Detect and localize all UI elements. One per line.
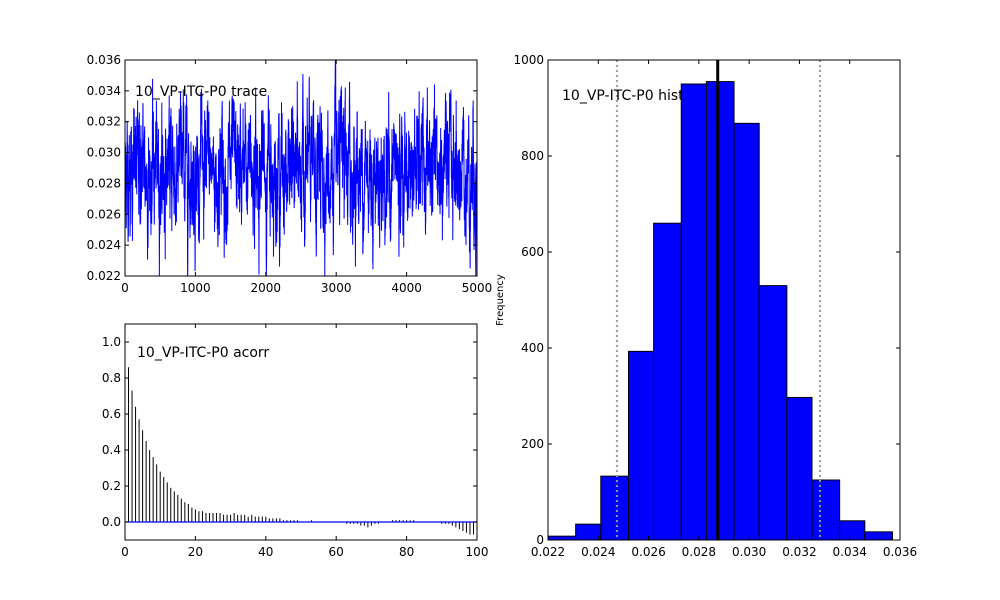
hist-bar xyxy=(653,222,682,541)
acorr-x-tick-label: 0 xyxy=(121,545,129,559)
trace-x-tick-label: 5000 xyxy=(462,281,493,295)
hist-bar xyxy=(680,83,707,541)
trace-series-line xyxy=(124,59,478,277)
hist-frame xyxy=(547,59,901,541)
hist-bar xyxy=(839,520,866,541)
hist-y-tick-label: 600 xyxy=(521,245,544,259)
trace-frame xyxy=(124,59,478,277)
hist-reference-lines xyxy=(615,60,822,540)
trace-y-tick-label: 0.032 xyxy=(87,115,121,129)
trace-y-tick-label: 0.028 xyxy=(87,176,121,190)
hist-x-tick-label: 0.034 xyxy=(833,545,867,559)
hist-x-tick-label: 0.022 xyxy=(531,545,565,559)
hist-bar xyxy=(575,523,602,541)
acorr-y-tick-label: 0.0 xyxy=(102,515,121,529)
acorr-y-tick-label: 1.0 xyxy=(102,335,121,349)
hist-x-tick-label: 0.028 xyxy=(682,545,716,559)
trace-axes: 0 1000 2000 3000 4000 5000 0.022 0.024 0.026 0.02… xyxy=(87,53,493,295)
acorr-y-tick-label: 0.8 xyxy=(102,371,121,385)
hist-y-tick-label: 200 xyxy=(521,437,544,451)
hist-bar xyxy=(733,122,760,541)
hist-bar xyxy=(758,285,788,541)
hist-x-tick-label: 0.032 xyxy=(782,545,816,559)
hist-axes: 0.022 0.024 0.026 0.028 0.030 0.032 0.034 0.036… xyxy=(513,53,917,559)
trace-line xyxy=(124,59,478,277)
trace-y-tick-label: 0.024 xyxy=(87,238,121,252)
hist-bar xyxy=(811,479,841,541)
hist-panel: 0.022 0.024 0.026 0.028 0.030 0.032 0.034 0.036… xyxy=(495,53,917,559)
trace-panel: 0 1000 2000 3000 4000 5000 0.022 0.024 0.026 0.02… xyxy=(87,53,493,295)
trace-x-tick-label: 3000 xyxy=(321,281,352,295)
acorr-y-tick-label: 0.6 xyxy=(102,407,121,421)
trace-x-tick-label: 4000 xyxy=(391,281,422,295)
acorr-axes: 0 20 40 60 80 100 0.0 0.2 0.4 0.6 0.8 1.0 xyxy=(102,323,489,559)
hist-x-tick-label: 0.036 xyxy=(883,545,917,559)
trace-title: 10_VP-ITC-P0 trace xyxy=(135,84,267,100)
hist-x-tick-label: 0.024 xyxy=(581,545,615,559)
acorr-y-tick-label: 0.4 xyxy=(102,443,121,457)
trace-x-tick-label: 2000 xyxy=(251,281,282,295)
acorr-x-tick-label: 100 xyxy=(466,545,489,559)
hist-y-axis-label: Frequency xyxy=(495,274,506,326)
acorr-x-tick-label: 40 xyxy=(258,545,273,559)
hist-y-tick-label: 1000 xyxy=(513,53,544,67)
trace-y-tick-label: 0.036 xyxy=(87,53,121,67)
hist-bar xyxy=(600,475,629,541)
acorr-frame xyxy=(124,323,478,541)
trace-x-tick-label: 1000 xyxy=(180,281,211,295)
acorr-x-tick-label: 20 xyxy=(188,545,203,559)
hist-bars xyxy=(547,81,893,541)
acorr-y-tick-label: 0.2 xyxy=(102,479,121,493)
hist-bar xyxy=(705,81,735,541)
hist-bar xyxy=(864,531,893,541)
acorr-panel: 0 20 40 60 80 100 0.0 0.2 0.4 0.6 0.8 1.0 10_VP-ITC… xyxy=(102,323,489,559)
trace-y-tick-label: 0.034 xyxy=(87,84,121,98)
hist-y-tick-label: 800 xyxy=(521,149,544,163)
trace-x-tick-label: 0 xyxy=(121,281,129,295)
hist-bar xyxy=(627,350,655,541)
hist-bar xyxy=(547,535,577,541)
hist-y-tick-label: 0 xyxy=(536,533,544,547)
acorr-bars xyxy=(124,342,478,537)
hist-bar xyxy=(786,396,813,541)
acorr-x-tick-label: 80 xyxy=(399,545,414,559)
hist-title: 10_VP-ITC-P0 hist xyxy=(562,88,684,104)
acorr-x-tick-label: 60 xyxy=(329,545,344,559)
trace-y-tick-label: 0.022 xyxy=(87,269,121,283)
hist-y-tick-label: 400 xyxy=(521,341,544,355)
trace-y-tick-label: 0.026 xyxy=(87,207,121,221)
hist-x-tick-label: 0.030 xyxy=(732,545,766,559)
hist-x-tick-label: 0.026 xyxy=(631,545,665,559)
acorr-title: 10_VP-ITC-P0 acorr xyxy=(137,345,269,361)
trace-y-tick-label: 0.030 xyxy=(87,146,121,160)
